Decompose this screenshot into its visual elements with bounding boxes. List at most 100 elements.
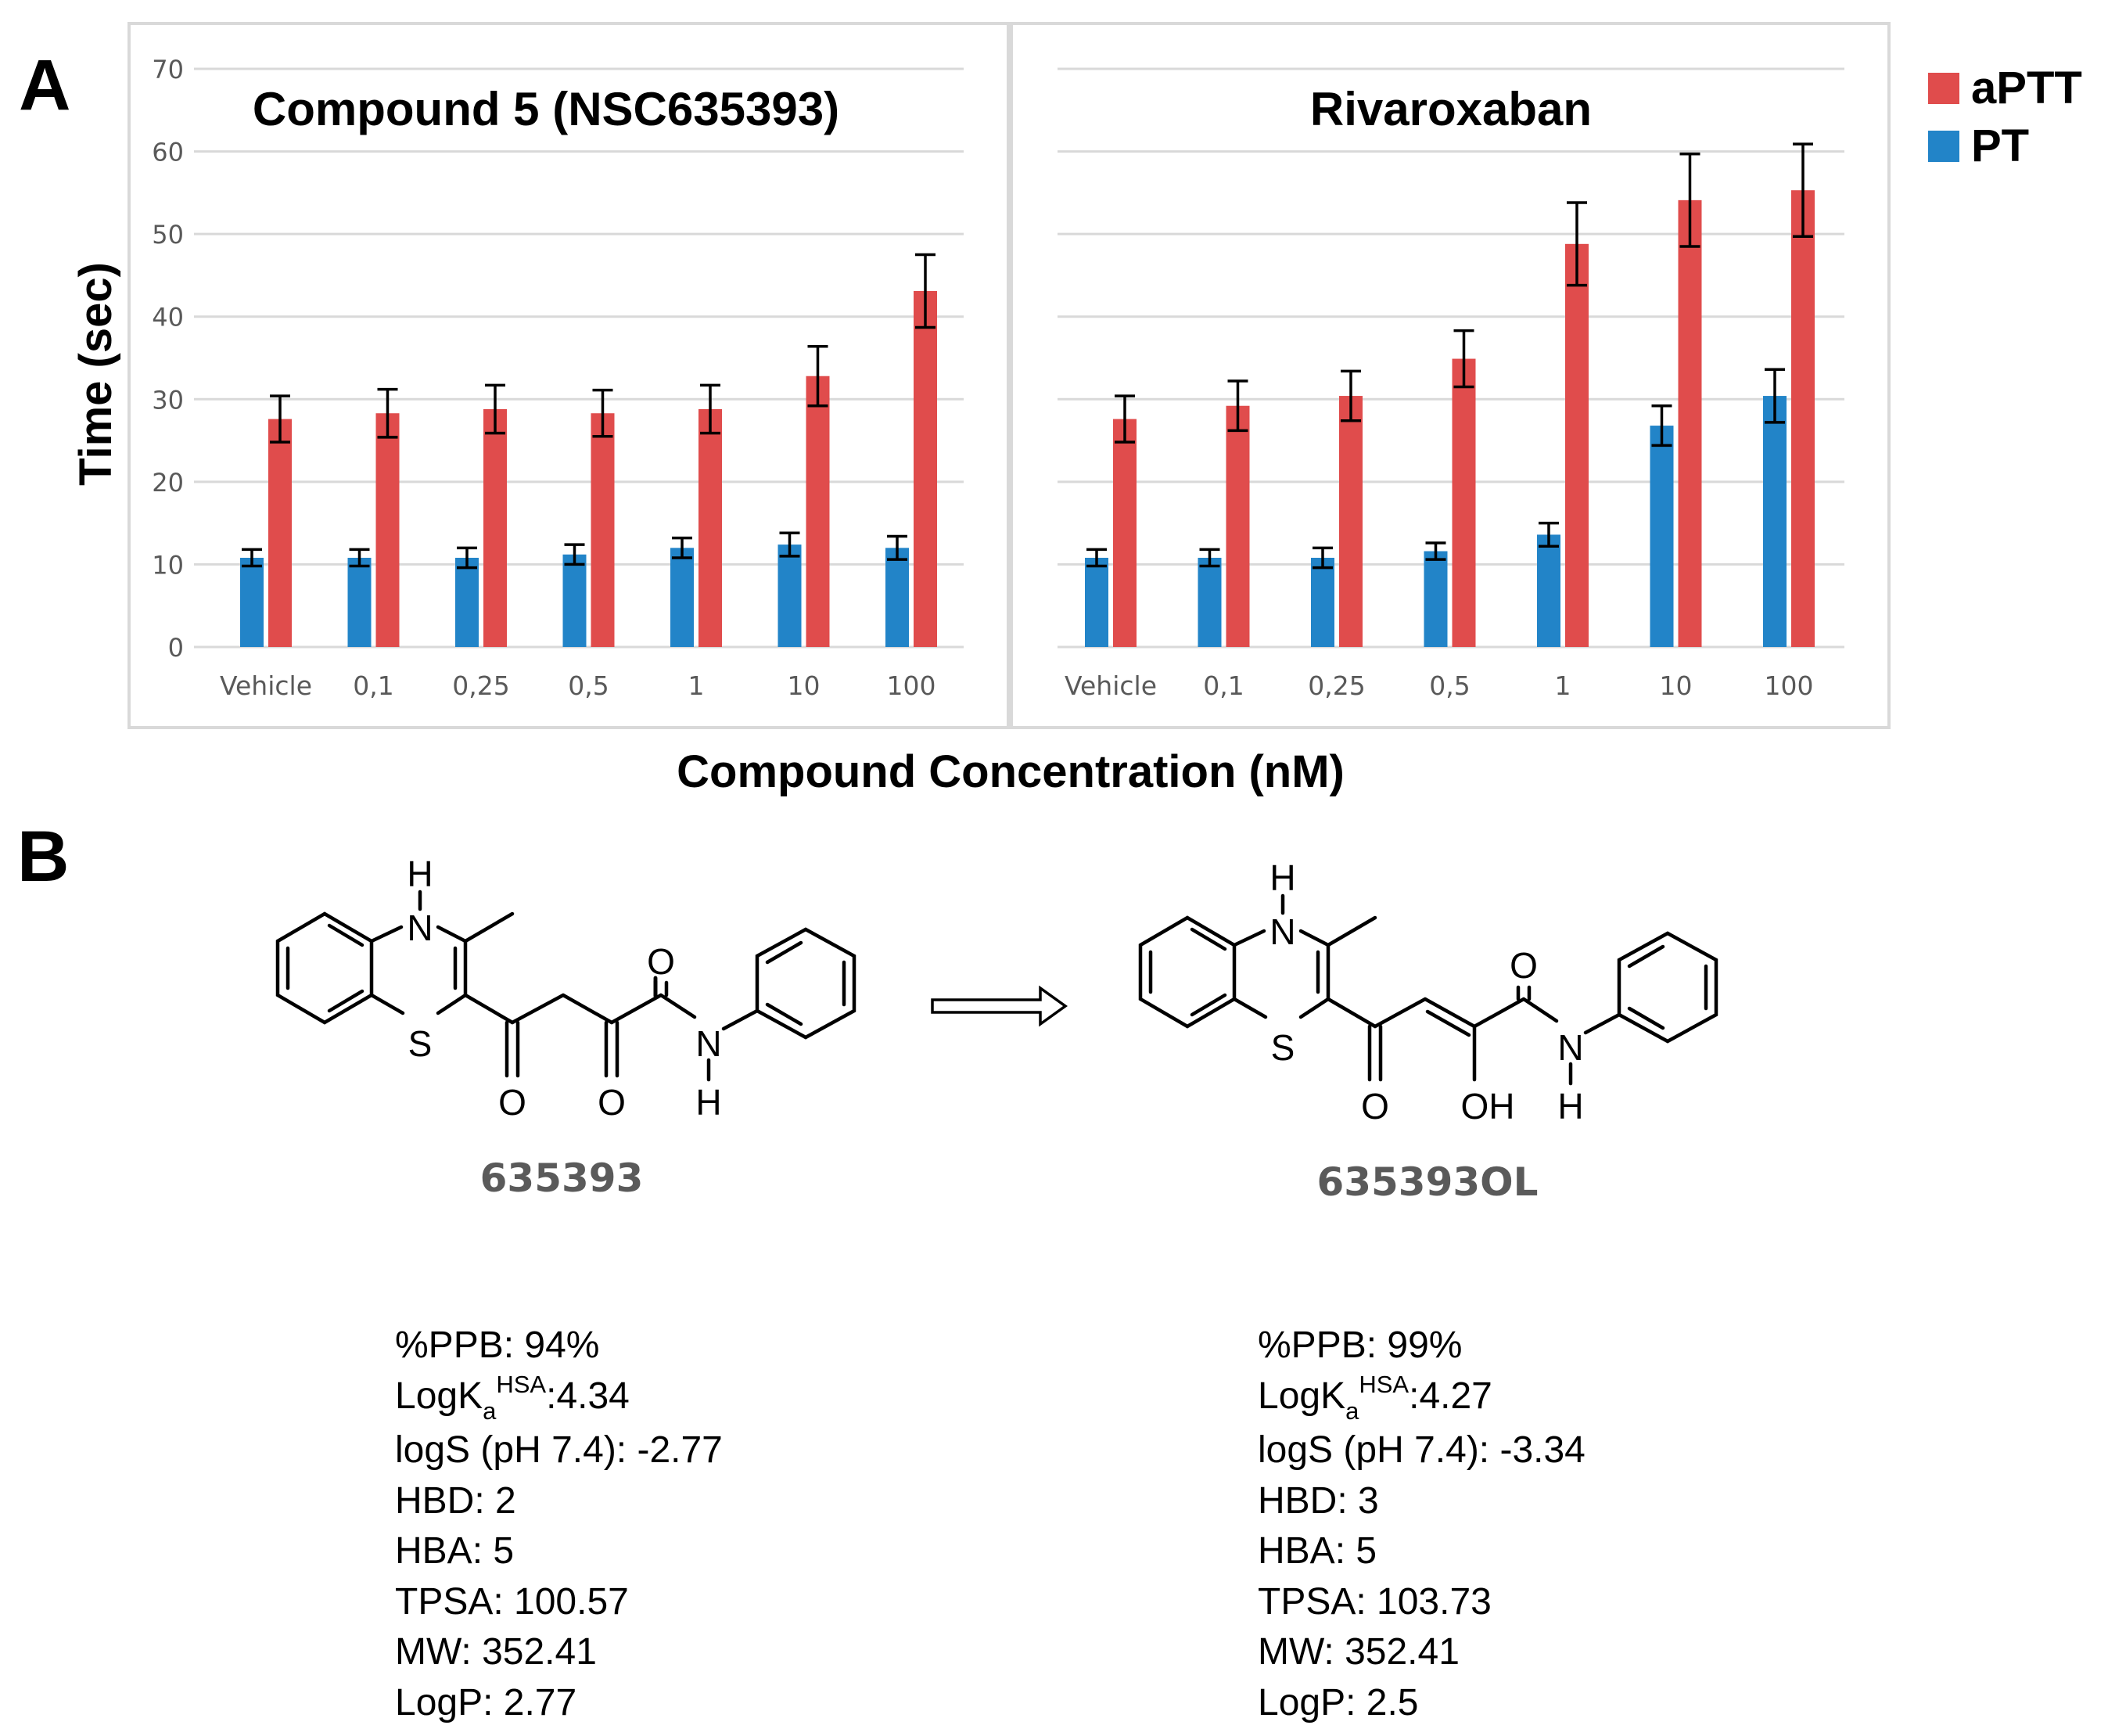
- molecule-635393OL-labels: H N S O N H O OH: [1269, 857, 1583, 1127]
- x-tick-label: 100: [887, 670, 936, 701]
- prop-hba: HBA: 5: [1258, 1530, 1377, 1572]
- bar-aptt: [914, 290, 937, 647]
- bond-enol-double: [1423, 997, 1477, 1029]
- prop-logka: LogKaHSA:4.27: [1258, 1370, 1492, 1425]
- prop-hba: HBA: 5: [395, 1530, 515, 1572]
- prop-ppb: %PPB: 94%: [395, 1324, 600, 1366]
- bar-aptt: [1226, 405, 1250, 647]
- aromatic-bond: [327, 923, 365, 947]
- x-tick-label: 0,25: [1308, 670, 1365, 701]
- y-tick-label: 60: [152, 138, 184, 167]
- y-tick-label: 20: [152, 468, 184, 498]
- molecule-635393OL: [1138, 893, 1718, 1086]
- chart-frame-left: [127, 22, 1010, 729]
- prop-hbd: HBD: 3: [1258, 1479, 1379, 1522]
- bar-aptt: [1113, 419, 1137, 647]
- y-tick-label: 10: [152, 550, 184, 580]
- panel-letter-b: B: [17, 817, 69, 897]
- phenyl-ring: [1617, 931, 1718, 1044]
- atom-label: H: [1557, 1086, 1583, 1127]
- panel-letter-a: A: [19, 45, 70, 125]
- reaction-arrow-icon: [931, 985, 1068, 1027]
- x-tick-label: 0,1: [1203, 670, 1244, 701]
- bond-chain: [609, 993, 663, 1025]
- bond-s-c: [369, 993, 405, 1015]
- bar-aptt: [1339, 396, 1363, 647]
- benzene-ring: [1138, 915, 1237, 1029]
- bond-c-s: [1298, 997, 1331, 1019]
- atom-label: N: [407, 908, 433, 948]
- chart-frame-right: [1010, 22, 1891, 729]
- atom-label: H: [695, 1082, 721, 1123]
- bar-aptt: [1565, 243, 1589, 648]
- x-tick-label: Vehicle: [1065, 670, 1157, 701]
- bar-aptt: [806, 376, 830, 647]
- chart-compound5: 0 10 20 30 40 50 60 70 Vehicle 0,1 0,25 0,5 1 10 100 C…: [152, 55, 964, 701]
- bond-c-s: [436, 993, 468, 1015]
- x-tick-label: 10: [788, 670, 821, 701]
- molecule-635393-labels: H N S O N H O O: [407, 854, 721, 1123]
- aromatic-bond: [1190, 927, 1227, 951]
- x-tick-label: 0,5: [1429, 670, 1470, 701]
- bond-methyl: [463, 911, 515, 943]
- bond-c-n-amide: [1521, 997, 1559, 1023]
- atom-label: OH: [1461, 1086, 1515, 1127]
- bond-n-c: [436, 925, 468, 943]
- bar-aptt: [698, 408, 722, 647]
- x-tick-label: 0,25: [452, 670, 509, 701]
- bar-pt: [1424, 551, 1448, 647]
- x-tick-label: Vehicle: [220, 670, 312, 701]
- bar-pt: [562, 554, 587, 647]
- bar-aptt: [1452, 358, 1476, 647]
- legend-label-pt: PT: [1971, 120, 2029, 171]
- compound-id: 635393: [480, 1156, 644, 1201]
- prop-logka: LogKaHSA:4.34: [395, 1370, 630, 1425]
- bond-chain: [561, 993, 614, 1025]
- bar-pt: [1311, 557, 1334, 647]
- molecule-635393: [275, 890, 856, 1082]
- bond-n-phenyl: [1583, 1012, 1621, 1035]
- bond-chain: [1472, 997, 1526, 1029]
- x-tick-label: 0,1: [353, 670, 393, 701]
- bar-pt: [1198, 557, 1222, 647]
- y-tick-label: 0: [168, 633, 184, 663]
- y-tick-label: 30: [152, 385, 184, 415]
- atom-label: S: [408, 1023, 433, 1064]
- y-tick-label: 50: [152, 220, 184, 250]
- properties-635393: %PPB: 94% LogKaHSA:4.34 logS (pH 7.4): -…: [395, 1321, 723, 1728]
- atom-label: S: [1271, 1027, 1295, 1068]
- prop-mw: MW: 352.41: [395, 1631, 597, 1673]
- prop-logp: LogP: 2.5: [1258, 1681, 1419, 1723]
- x-axis-label: Compound Concentration (nM): [677, 746, 1345, 797]
- prop-logp: LogP: 2.77: [395, 1681, 577, 1723]
- bond-s-c: [1232, 997, 1268, 1019]
- compound-id: 635393OL: [1316, 1159, 1538, 1205]
- prop-tpsa: TPSA: 103.73: [1258, 1580, 1492, 1623]
- atom-label: O: [647, 941, 675, 982]
- atom-label: H: [407, 854, 433, 894]
- bond-chain: [510, 993, 566, 1025]
- atom-label: N: [1269, 911, 1295, 952]
- bar-aptt: [268, 419, 292, 647]
- bar-aptt: [483, 408, 507, 647]
- legend: aPTT PT: [1928, 63, 2082, 171]
- x-tick-label: 1: [1555, 670, 1571, 701]
- prop-logs: logS (pH 7.4): -3.34: [1258, 1429, 1585, 1471]
- atom-label: N: [1557, 1027, 1583, 1068]
- bond-c-n: [1232, 929, 1266, 947]
- bond-c-n: [369, 925, 404, 943]
- prop-mw: MW: 352.41: [1258, 1631, 1460, 1673]
- prop-logs: logS (pH 7.4): -2.77: [395, 1429, 723, 1471]
- bar-aptt: [591, 413, 615, 647]
- bar-pt: [777, 545, 802, 647]
- x-tick-label: 0,5: [568, 670, 609, 701]
- bond-chain: [463, 993, 515, 1025]
- bar-pt: [1085, 557, 1108, 647]
- atom-label: O: [1510, 945, 1538, 986]
- aromatic-bond: [765, 1002, 803, 1026]
- aromatic-bond: [327, 989, 365, 1013]
- bar-pt: [1537, 534, 1560, 647]
- bond-enol-double-2: [1425, 1009, 1471, 1037]
- bar-aptt: [1678, 199, 1702, 647]
